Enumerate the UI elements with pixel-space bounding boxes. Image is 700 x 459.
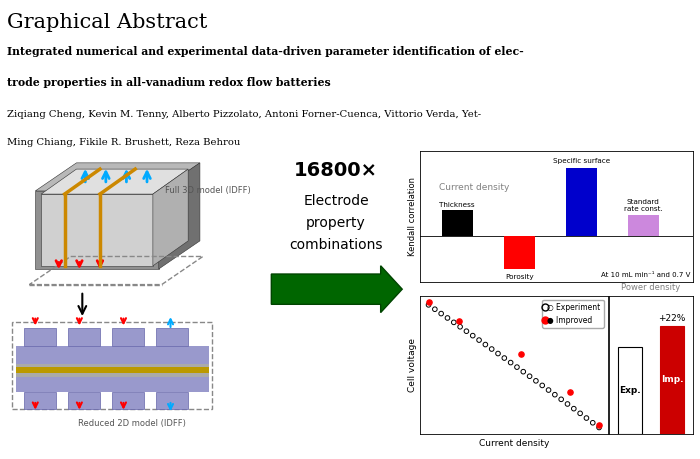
Point bbox=[594, 424, 605, 431]
Point bbox=[515, 350, 526, 358]
FancyBboxPatch shape bbox=[12, 322, 211, 409]
Polygon shape bbox=[41, 194, 153, 266]
Point bbox=[537, 382, 548, 389]
Polygon shape bbox=[41, 169, 188, 194]
Text: Electrode: Electrode bbox=[303, 194, 369, 208]
Polygon shape bbox=[35, 163, 200, 191]
Point bbox=[429, 306, 440, 313]
Bar bbox=[156, 392, 188, 409]
Point bbox=[565, 388, 576, 395]
Y-axis label: Kendall correlation: Kendall correlation bbox=[408, 177, 417, 257]
Polygon shape bbox=[153, 169, 188, 266]
Point bbox=[473, 336, 484, 344]
Text: Ming Chiang, Fikile R. Brushett, Reza Behrou: Ming Chiang, Fikile R. Brushett, Reza Be… bbox=[7, 139, 240, 147]
Point bbox=[562, 400, 573, 408]
Bar bbox=[68, 392, 100, 409]
Point bbox=[518, 368, 529, 375]
Text: At 10 mL min⁻¹ and 0.7 V: At 10 mL min⁻¹ and 0.7 V bbox=[601, 272, 690, 278]
Text: Reduced 2D model (IDFF): Reduced 2D model (IDFF) bbox=[78, 419, 186, 428]
Point bbox=[435, 310, 447, 317]
Bar bbox=[16, 373, 209, 377]
Point bbox=[581, 414, 592, 422]
Point bbox=[486, 345, 497, 353]
Point bbox=[454, 318, 465, 325]
Text: property: property bbox=[306, 216, 366, 230]
Text: Ziqiang Cheng, Kevin M. Tenny, Alberto Pizzolato, Antoni Forner-Cuenca, Vittorio: Ziqiang Cheng, Kevin M. Tenny, Alberto P… bbox=[7, 110, 481, 119]
Text: Standard
rate const.: Standard rate const. bbox=[624, 199, 663, 212]
Point bbox=[498, 354, 510, 362]
Text: Porosity: Porosity bbox=[505, 274, 533, 280]
Text: +22%: +22% bbox=[658, 314, 686, 323]
Polygon shape bbox=[35, 191, 159, 269]
Bar bbox=[16, 367, 209, 373]
Bar bbox=[442, 210, 472, 236]
Point bbox=[505, 359, 516, 366]
Point bbox=[480, 341, 491, 348]
Text: Power density: Power density bbox=[622, 283, 680, 292]
Bar bbox=[112, 328, 144, 347]
Point bbox=[423, 299, 434, 306]
Point bbox=[587, 419, 598, 426]
Text: Integrated numerical and experimental data-driven parameter identification of el: Integrated numerical and experimental da… bbox=[7, 46, 524, 57]
Text: Thickness: Thickness bbox=[440, 202, 475, 207]
Text: combinations: combinations bbox=[289, 238, 383, 252]
Bar bbox=[156, 328, 188, 347]
Y-axis label: Cell voltage: Cell voltage bbox=[408, 338, 417, 392]
Point bbox=[442, 314, 453, 322]
Bar bbox=[112, 392, 144, 409]
Bar bbox=[24, 328, 56, 347]
Text: Specific surface: Specific surface bbox=[553, 157, 610, 163]
Point bbox=[531, 377, 542, 385]
Text: 16800×: 16800× bbox=[294, 161, 378, 180]
Legend: ○ Experiment, ● Improved: ○ Experiment, ● Improved bbox=[542, 300, 604, 328]
Point bbox=[512, 364, 523, 371]
X-axis label: Current density: Current density bbox=[479, 439, 549, 448]
Point bbox=[467, 332, 478, 339]
Text: Imp.: Imp. bbox=[661, 375, 683, 384]
Point bbox=[454, 323, 466, 330]
Text: Graphical Abstract: Graphical Abstract bbox=[7, 13, 207, 32]
Bar bbox=[628, 215, 659, 236]
Text: Exp.: Exp. bbox=[620, 386, 640, 395]
Point bbox=[492, 350, 503, 357]
FancyArrow shape bbox=[272, 266, 402, 313]
Point bbox=[556, 396, 567, 403]
Text: Full 3D model (IDFF): Full 3D model (IDFF) bbox=[164, 186, 251, 196]
Bar bbox=[619, 347, 642, 434]
Point bbox=[575, 410, 586, 417]
Point bbox=[594, 422, 605, 429]
Text: trode properties in all-vanadium redox flow batteries: trode properties in all-vanadium redox f… bbox=[7, 77, 330, 88]
Point bbox=[550, 391, 561, 398]
Polygon shape bbox=[159, 163, 200, 269]
Bar bbox=[566, 168, 597, 236]
Point bbox=[448, 319, 459, 326]
Bar bbox=[16, 375, 209, 392]
Point bbox=[423, 301, 434, 308]
Bar bbox=[68, 328, 100, 347]
Bar bbox=[504, 236, 535, 269]
Bar bbox=[16, 364, 209, 367]
Bar bbox=[661, 326, 684, 434]
Bar bbox=[24, 392, 56, 409]
Point bbox=[543, 386, 554, 394]
Point bbox=[461, 328, 472, 335]
Point bbox=[524, 373, 536, 380]
Bar bbox=[16, 347, 209, 364]
Point bbox=[568, 405, 580, 412]
Text: Current density: Current density bbox=[439, 183, 509, 192]
